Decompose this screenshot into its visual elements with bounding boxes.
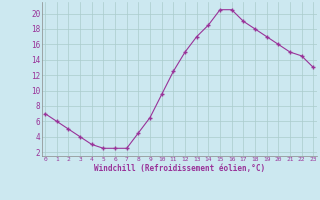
X-axis label: Windchill (Refroidissement éolien,°C): Windchill (Refroidissement éolien,°C) [94, 164, 265, 173]
